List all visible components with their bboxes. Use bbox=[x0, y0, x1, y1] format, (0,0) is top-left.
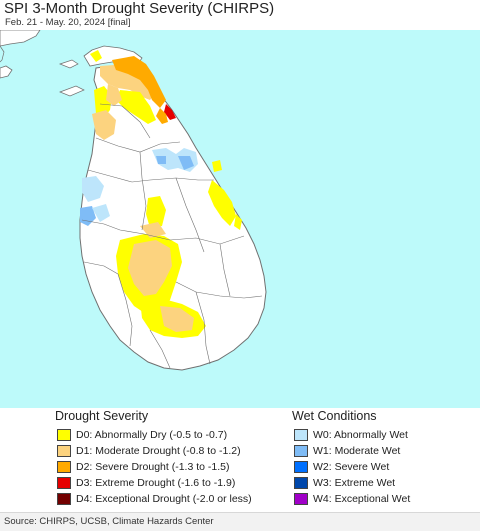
drought-legend-title: Drought Severity bbox=[55, 409, 149, 423]
legend-label-w0: W0: Abnormally Wet bbox=[313, 429, 408, 441]
legend-panel: Drought Severity Wet Conditions D0: Abno… bbox=[0, 408, 480, 512]
island-delft bbox=[58, 59, 79, 69]
d2-area-north bbox=[112, 56, 166, 108]
legend-item-d1: D1: Moderate Drought (-0.8 to -1.2) bbox=[57, 444, 241, 458]
legend-label-w4: W4: Exceptional Wet bbox=[313, 493, 411, 505]
map-subtitle: Feb. 21 - May. 20, 2024 [final] bbox=[5, 17, 131, 28]
w1-area-westcoast bbox=[80, 206, 96, 226]
legend-label-w1: W1: Moderate Wet bbox=[313, 445, 401, 457]
legend-label-d4: D4: Exceptional Drought (-2.0 or less) bbox=[76, 493, 252, 505]
w1-area-northcentral bbox=[178, 156, 194, 170]
d0-area-east-inner bbox=[212, 160, 222, 172]
legend-label-w2: W2: Severe Wet bbox=[313, 461, 390, 473]
legend-label-w3: W3: Extreme Wet bbox=[313, 477, 396, 489]
legend-label-d2: D2: Severe Drought (-1.3 to -1.5) bbox=[76, 461, 230, 473]
swatch-d3 bbox=[57, 477, 71, 489]
india-coastline bbox=[0, 45, 5, 63]
d1-area-central-top bbox=[140, 222, 166, 238]
map-title: SPI 3-Month Drought Severity (CHIRPS) bbox=[4, 0, 275, 17]
d0-area-central-north bbox=[146, 196, 166, 228]
wet-legend-title: Wet Conditions bbox=[292, 409, 377, 423]
severity-areas bbox=[80, 50, 242, 338]
d1-area-central bbox=[128, 240, 172, 296]
swatch-w4 bbox=[294, 493, 308, 505]
d2-area-northeast bbox=[156, 108, 168, 124]
legend-label-d3: D3: Extreme Drought (-1.6 to -1.9) bbox=[76, 477, 236, 489]
map-panel bbox=[0, 30, 480, 408]
india-coast bbox=[0, 30, 41, 47]
legend-item-w4: W4: Exceptional Wet bbox=[294, 492, 410, 506]
india-coast-south bbox=[0, 65, 13, 79]
legend-item-d2: D2: Severe Drought (-1.3 to -1.5) bbox=[57, 460, 230, 474]
d0-area-eastcoast bbox=[208, 180, 236, 226]
swatch-d4 bbox=[57, 493, 71, 505]
sri-lanka-map bbox=[0, 30, 480, 408]
d1-area-jaffna-south bbox=[106, 84, 122, 106]
w1-area-northcentral-west bbox=[156, 156, 166, 164]
swatch-d1 bbox=[57, 445, 71, 457]
footer-bar: Source: CHIRPS, UCSB, Climate Hazards Ce… bbox=[0, 512, 480, 531]
w0-area-westcoast-inner bbox=[92, 204, 110, 222]
swatch-w1 bbox=[294, 445, 308, 457]
source-credit: Source: CHIRPS, UCSB, Climate Hazards Ce… bbox=[4, 516, 214, 527]
d0-area-eastcoast-south bbox=[234, 214, 242, 230]
legend-item-w0: W0: Abnormally Wet bbox=[294, 428, 408, 442]
d1-area-northwest bbox=[92, 110, 116, 140]
legend-item-d4: D4: Exceptional Drought (-2.0 or less) bbox=[57, 492, 252, 506]
swatch-d2 bbox=[57, 461, 71, 473]
swatch-w2 bbox=[294, 461, 308, 473]
swatch-w3 bbox=[294, 477, 308, 489]
legend-item-d3: D3: Extreme Drought (-1.6 to -1.9) bbox=[57, 476, 235, 490]
legend-label-d0: D0: Abnormally Dry (-0.5 to -0.7) bbox=[76, 429, 228, 441]
d1-area-south bbox=[160, 306, 194, 332]
d3-area-northeast bbox=[164, 104, 176, 120]
swatch-w0 bbox=[294, 429, 308, 441]
d0-area-jaffna bbox=[90, 50, 102, 62]
mannar-island bbox=[59, 85, 85, 97]
d0-area-north bbox=[116, 90, 156, 124]
district-borders bbox=[81, 103, 263, 369]
legend-label-d1: D1: Moderate Drought (-0.8 to -1.2) bbox=[76, 445, 241, 457]
legend-item-w3: W3: Extreme Wet bbox=[294, 476, 395, 490]
legend-item-w1: W1: Moderate Wet bbox=[294, 444, 400, 458]
legend-item-d0: D0: Abnormally Dry (-0.5 to -0.7) bbox=[57, 428, 227, 442]
swatch-d0 bbox=[57, 429, 71, 441]
legend-item-w2: W2: Severe Wet bbox=[294, 460, 389, 474]
w0-area-westcoast bbox=[82, 176, 104, 202]
